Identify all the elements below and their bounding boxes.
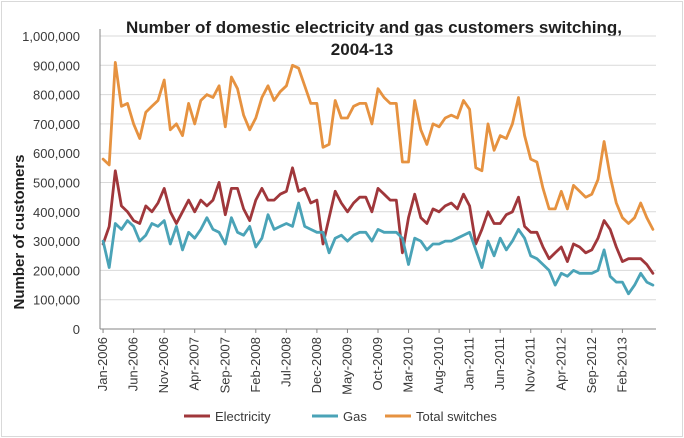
x-tick-label: May-2009 (339, 337, 354, 395)
y-tick-label: 1,000,000 (22, 29, 80, 44)
y-tick-label: 800,000 (33, 88, 80, 103)
x-axis-tick-labels: Jan-2006 Jun-2006 Nov-2006 Apr-2007 Sep-2007… (95, 337, 629, 395)
x-tick-label: Mar-2010 (401, 337, 416, 393)
x-tick-label: Nov-2006 (156, 337, 171, 393)
y-tick-label: 600,000 (33, 146, 80, 161)
x-tick-label: Sep-2007 (217, 337, 232, 393)
x-tick-label: Jun-2011 (492, 337, 507, 390)
data-series (101, 61, 655, 296)
x-tick-label: Jan-2011 (462, 337, 477, 390)
y-tick-label: 700,000 (33, 117, 80, 132)
x-tick-label: Dec-2008 (309, 337, 324, 393)
x-tick-label: Apr-2007 (187, 337, 202, 390)
y-tick-label: 500,000 (33, 176, 80, 191)
x-tick-label: Jul-2008 (278, 337, 293, 387)
x-tick-label: Oct-2009 (370, 337, 385, 390)
x-tick-label: Jan-2006 (95, 337, 110, 391)
y-tick-label: 100,000 (33, 293, 80, 308)
y-tick-label: 300,000 (33, 234, 80, 249)
y-tick-label: 0 (73, 322, 80, 337)
axes (99, 29, 656, 333)
legend-label: Total switches (416, 409, 497, 424)
y-tick-label: 200,000 (33, 263, 80, 278)
series-line-total-switches (101, 61, 655, 231)
x-tick-label: Aug-2010 (431, 337, 446, 393)
chart-title-line-2: 2004-13 (331, 40, 393, 59)
y-axis-tick-labels: 0 100,000 200,000 300,000 400,000 500,000 600,… (22, 29, 80, 337)
series-line-electricity (101, 166, 655, 275)
gridlines (100, 35, 656, 301)
y-tick-label: 900,000 (33, 58, 80, 73)
x-tick-label: Sep-2012 (584, 337, 599, 393)
chart-title-line-1: Number of domestic electricity and gas c… (126, 18, 622, 37)
y-tick-label: 400,000 (33, 205, 80, 220)
legend-label: Gas (343, 409, 367, 424)
legend-label: Electricity (215, 409, 271, 424)
x-tick-label: Apr-2012 (553, 337, 568, 390)
x-tick-label: Feb-2008 (248, 337, 263, 393)
legend: Electricity Gas Total switches (184, 409, 497, 424)
x-tick-label: Nov-2011 (523, 337, 538, 392)
series-line-gas (101, 201, 655, 296)
y-axis-label: Number of customers (11, 154, 28, 309)
x-tick-label: Feb-2013 (614, 337, 629, 393)
x-tick-label: Jun-2006 (126, 337, 141, 391)
